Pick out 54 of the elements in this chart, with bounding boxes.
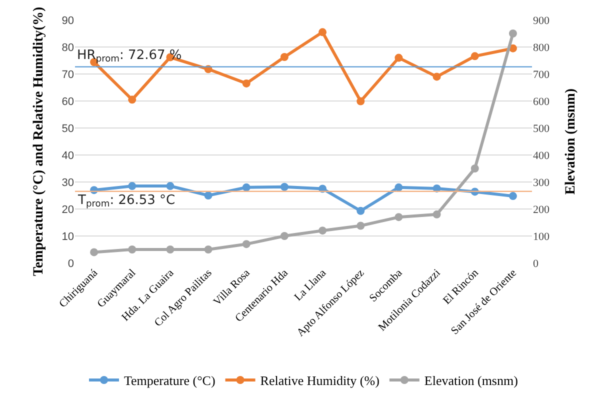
y2-tick-label: 400 [533, 150, 550, 162]
legend-label: Elevation (msnm) [424, 373, 518, 388]
point [128, 182, 136, 190]
point [280, 232, 288, 240]
point [318, 28, 327, 36]
y2-tick-label: 800 [533, 42, 550, 54]
y2-tick-label: 500 [533, 122, 550, 135]
point [394, 54, 403, 62]
y-tick-label: 40 [62, 150, 74, 162]
point [166, 246, 174, 254]
ref-line-label: T$_{prom}$: 26.53 °C [77, 193, 176, 210]
y-tick-label: 10 [62, 230, 74, 243]
y-tick-label: 20 [62, 204, 74, 216]
point [394, 213, 403, 222]
point [508, 30, 517, 38]
y2-tick-label: 100 [533, 230, 550, 243]
y-axis-title: Temperature (°C) and Relative Humidity(%) [31, 6, 46, 276]
point [128, 96, 136, 104]
legend-label: Temperature (°C) [124, 373, 216, 388]
point [356, 206, 365, 215]
point [166, 182, 174, 190]
y-tick-label: 30 [62, 176, 74, 189]
point [280, 182, 288, 191]
point [242, 240, 250, 248]
point [356, 97, 365, 106]
point [432, 72, 441, 81]
point [204, 246, 212, 254]
point [470, 52, 479, 60]
y2-axis-title: Elevation (msnm) [563, 88, 578, 195]
y-tick-label: 70 [62, 68, 74, 81]
y-tick-label: 0 [68, 258, 74, 270]
point [394, 183, 403, 192]
legend-label: Relative Humidity (%) [260, 373, 380, 388]
y2-tick-label: 900 [533, 14, 550, 27]
y-tick-label: 50 [62, 122, 74, 135]
point [242, 183, 250, 192]
y2-tick-label: 600 [533, 96, 550, 108]
point [90, 248, 98, 256]
y2-tick-label: 0 [533, 258, 539, 270]
point [242, 79, 250, 88]
point [128, 246, 136, 254]
point [318, 226, 327, 235]
point [280, 52, 288, 61]
y2-tick-label: 700 [533, 68, 550, 81]
y-tick-label: 80 [62, 42, 74, 54]
y-tick-label: 60 [62, 96, 74, 108]
point [508, 192, 517, 200]
point [356, 222, 365, 230]
y-tick-label: 90 [62, 14, 74, 27]
point [432, 210, 441, 218]
point [204, 192, 212, 200]
point [470, 164, 479, 172]
y2-tick-label: 200 [533, 204, 550, 216]
y2-tick-label: 300 [533, 176, 550, 189]
